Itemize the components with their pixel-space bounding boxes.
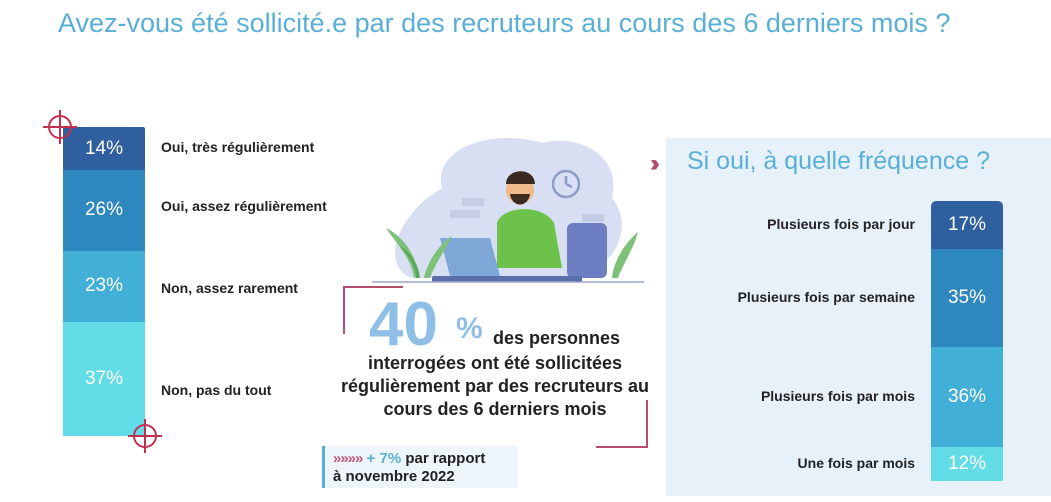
- crosshair-icon: [128, 419, 162, 453]
- category-label: Non, pas du tout: [161, 381, 272, 398]
- highlight-unit: %: [456, 312, 483, 345]
- left-stacked-bar: 14% 26% 23% 37%: [63, 127, 145, 436]
- bar-segment: 35%: [931, 248, 1003, 347]
- double-chevron-icon: »»»»: [333, 450, 363, 467]
- category-label: Plusieurs fois par semaine: [737, 288, 915, 305]
- category-label: Oui, assez régulièrement: [161, 198, 327, 215]
- page-title: Avez-vous été sollicité.e par des recrut…: [58, 8, 951, 38]
- bar-segment: 36%: [931, 346, 1003, 448]
- statement-frame-bottom: [596, 400, 648, 448]
- comparison-text: par rapport: [405, 450, 486, 467]
- highlight-text-first: des personnes: [493, 328, 621, 348]
- bar-segment: 12%: [931, 447, 1003, 481]
- category-label: Oui, très régulièrement: [161, 138, 315, 155]
- plant-icon: [386, 228, 638, 278]
- category-label: Non, assez rarement: [161, 280, 298, 297]
- category-label: Plusieurs fois par jour: [767, 215, 915, 232]
- bar-segment: 37%: [63, 321, 145, 436]
- highlight-text: interrogées ont été sollicitées régulièr…: [340, 353, 650, 419]
- highlight-number: 40: [369, 290, 438, 359]
- laptop-icon: [432, 238, 582, 282]
- bar-segment: 26%: [63, 170, 145, 251]
- right-stacked-bar: 17% 35% 36% 12%: [931, 201, 1003, 481]
- bar-segment: 23%: [63, 250, 145, 322]
- category-label: Plusieurs fois par mois: [760, 388, 915, 404]
- crosshair-icon: [43, 110, 77, 144]
- comparison-date: à novembre 2022: [333, 468, 455, 485]
- frequency-title: Si oui, à quelle fréquence ?: [687, 147, 990, 175]
- double-chevron-icon: ››: [650, 150, 660, 177]
- comparison-box: »»»» + 7% par rapport à novembre 2022: [322, 446, 518, 488]
- person-laptop-illustration: [372, 138, 644, 283]
- comparison-delta: + 7%: [366, 450, 402, 467]
- bar-segment: 14%: [63, 127, 145, 171]
- category-label: Une fois par mois: [797, 455, 915, 472]
- statement-frame-top: [343, 286, 403, 334]
- bar-segment: 17%: [931, 201, 1003, 249]
- clock-icon: [551, 169, 581, 199]
